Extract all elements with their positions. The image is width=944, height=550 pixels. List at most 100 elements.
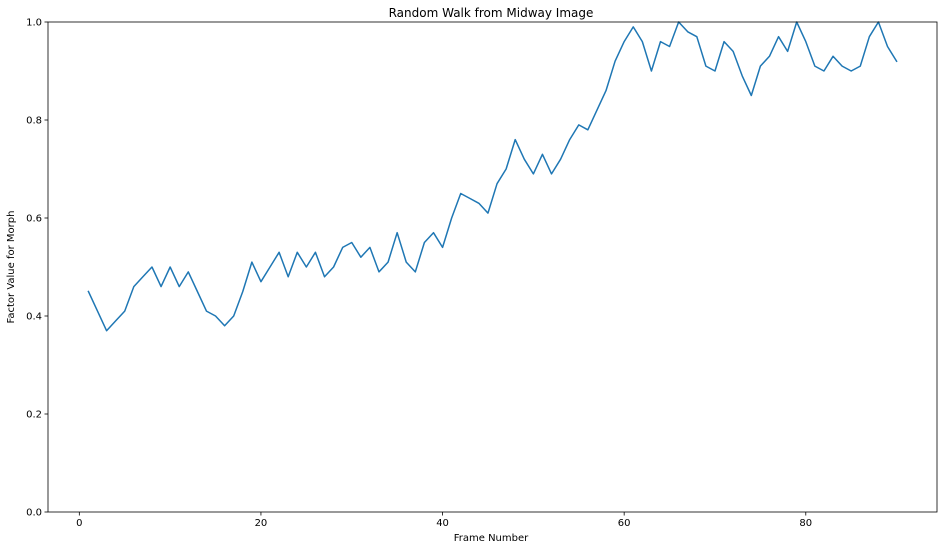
data-point <box>832 55 834 57</box>
data-point <box>505 168 507 170</box>
data-point <box>578 124 580 126</box>
x-axis-label: Frame Number <box>454 533 529 544</box>
data-point <box>596 109 598 111</box>
data-point <box>886 45 888 47</box>
data-point <box>142 276 144 278</box>
chart-title: Random Walk from Midway Image <box>389 6 594 20</box>
data-point <box>133 285 135 287</box>
data-point <box>514 138 516 140</box>
data-point <box>423 241 425 243</box>
data-point <box>559 158 561 160</box>
data-point <box>841 65 843 67</box>
data-point <box>405 261 407 263</box>
data-point <box>287 276 289 278</box>
data-point <box>105 330 107 332</box>
x-tick-label: 20 <box>255 518 268 529</box>
data-point <box>214 315 216 317</box>
data-point <box>496 183 498 185</box>
data-point <box>650 70 652 72</box>
data-point <box>614 60 616 62</box>
data-point <box>523 158 525 160</box>
data-point <box>696 36 698 38</box>
data-point <box>759 65 761 67</box>
data-point <box>169 266 171 268</box>
data-point <box>568 138 570 140</box>
data-point <box>378 271 380 273</box>
data-point <box>823 70 825 72</box>
data-point <box>96 310 98 312</box>
data-point <box>360 256 362 258</box>
x-tick-label: 40 <box>436 518 449 529</box>
data-point <box>859 65 861 67</box>
series-line <box>87 21 898 332</box>
data-point <box>460 192 462 194</box>
data-point <box>387 261 389 263</box>
data-point <box>305 266 307 268</box>
data-point <box>151 266 153 268</box>
data-point <box>450 217 452 219</box>
data-point <box>242 290 244 292</box>
series-layer <box>87 21 898 332</box>
y-tick-label: 0.2 <box>26 410 42 421</box>
y-axis-label: Factor Value for Morph <box>6 211 17 324</box>
data-point <box>623 40 625 42</box>
data-point <box>895 60 897 62</box>
data-point <box>332 266 334 268</box>
x-tick-label: 80 <box>799 518 812 529</box>
data-point <box>478 202 480 204</box>
data-point <box>768 55 770 57</box>
x-tick-label: 0 <box>76 518 82 529</box>
data-point <box>341 246 343 248</box>
data-point <box>732 50 734 52</box>
plot-frame <box>47 21 938 513</box>
data-point <box>296 251 298 253</box>
data-point <box>668 45 670 47</box>
data-point <box>351 241 353 243</box>
data-point <box>659 40 661 42</box>
data-point <box>723 40 725 42</box>
data-point <box>223 325 225 327</box>
data-point <box>469 197 471 199</box>
data-point <box>714 70 716 72</box>
data-point <box>205 310 207 312</box>
data-point <box>323 276 325 278</box>
data-point <box>396 232 398 234</box>
y-tick-label: 0.0 <box>26 508 42 519</box>
y-tick-label: 0.4 <box>26 312 42 323</box>
data-point <box>541 153 543 155</box>
data-point <box>233 315 235 317</box>
data-point <box>187 271 189 273</box>
data-point <box>532 173 534 175</box>
data-point <box>487 212 489 214</box>
data-point <box>687 31 689 33</box>
data-point <box>550 173 552 175</box>
y-tick-label: 1.0 <box>26 18 42 29</box>
data-point <box>777 36 779 38</box>
data-point <box>269 266 271 268</box>
data-point <box>260 281 262 283</box>
plot-background <box>48 22 937 512</box>
data-point <box>641 40 643 42</box>
data-point <box>196 290 198 292</box>
data-point <box>314 251 316 253</box>
y-tick-label: 0.6 <box>26 214 42 225</box>
data-point <box>124 310 126 312</box>
data-point <box>441 246 443 248</box>
data-point <box>178 285 180 287</box>
data-point <box>805 40 807 42</box>
data-point <box>278 251 280 253</box>
data-point <box>587 129 589 131</box>
data-point <box>868 36 870 38</box>
y-axis: 0.0 0.2 0.4 0.6 0.8 1.0 <box>26 18 48 519</box>
data-point <box>814 65 816 67</box>
x-tick-label: 60 <box>618 518 631 529</box>
data-point <box>741 75 743 77</box>
data-point <box>750 94 752 96</box>
data-point <box>632 26 634 28</box>
data-point <box>160 285 162 287</box>
y-tick-label: 0.8 <box>26 116 42 127</box>
data-point <box>705 65 707 67</box>
data-point <box>414 271 416 273</box>
data-point <box>251 261 253 263</box>
